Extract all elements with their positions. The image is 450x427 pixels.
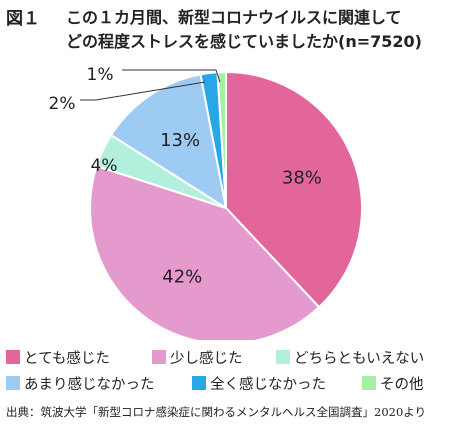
legend-label: あまり感じなかった <box>24 376 155 393</box>
legend-swatch <box>6 376 20 390</box>
legend-label: 全く感じなかった <box>210 376 326 393</box>
source-note: 出典：筑波大学「新型コロナ感染症に関わるメンタルヘルス全国調査」2020より <box>6 405 427 419</box>
legend-label: とても感じた <box>24 350 110 367</box>
pie-slice-somewhat <box>89 164 321 340</box>
legend-item-very-much: とても感じた <box>6 348 110 367</box>
pie-slice-very-much <box>225 70 363 309</box>
slice-value-label-not-much: 13% <box>160 130 200 151</box>
legend-swatch <box>192 376 206 390</box>
legend-item-other: その他 <box>362 374 424 393</box>
slice-value-label-not-at-all: 2% <box>49 94 76 114</box>
pie-slice-not-much <box>109 73 228 211</box>
legend-label: 少し感じた <box>170 350 243 367</box>
legend-swatch <box>276 350 290 364</box>
legend-item-neutral: どちらともいえない <box>276 348 425 367</box>
legend-swatch <box>362 376 376 390</box>
legend-swatch <box>6 350 20 364</box>
legend-item-not-at-all: 全く感じなかった <box>192 374 326 393</box>
legend-label: その他 <box>380 376 424 393</box>
legend-label: どちらともいえない <box>294 350 425 367</box>
title-line-1: この１カ月間、新型コロナウイルスに関連して <box>66 8 402 27</box>
pie-chart: 38% 42% 4% 13% 2% 1% <box>49 65 363 340</box>
leader-line-other <box>122 69 221 83</box>
legend-swatch <box>152 350 166 364</box>
legend-item-somewhat: 少し感じた <box>152 348 243 367</box>
slice-value-label-neutral: 4% <box>91 156 118 176</box>
figure-label: 図１ <box>6 9 40 29</box>
slice-value-label-somewhat: 42% <box>162 266 202 287</box>
title-line-2: どの程度ストレスを感じていましたか(n=7520) <box>66 32 422 51</box>
legend-item-not-much: あまり感じなかった <box>6 374 155 393</box>
slice-value-label-other: 1% <box>87 65 114 85</box>
leader-line-not-at-all <box>80 81 206 101</box>
pie-slice-other <box>216 70 227 209</box>
slice-value-label-very-much: 38% <box>282 168 322 189</box>
